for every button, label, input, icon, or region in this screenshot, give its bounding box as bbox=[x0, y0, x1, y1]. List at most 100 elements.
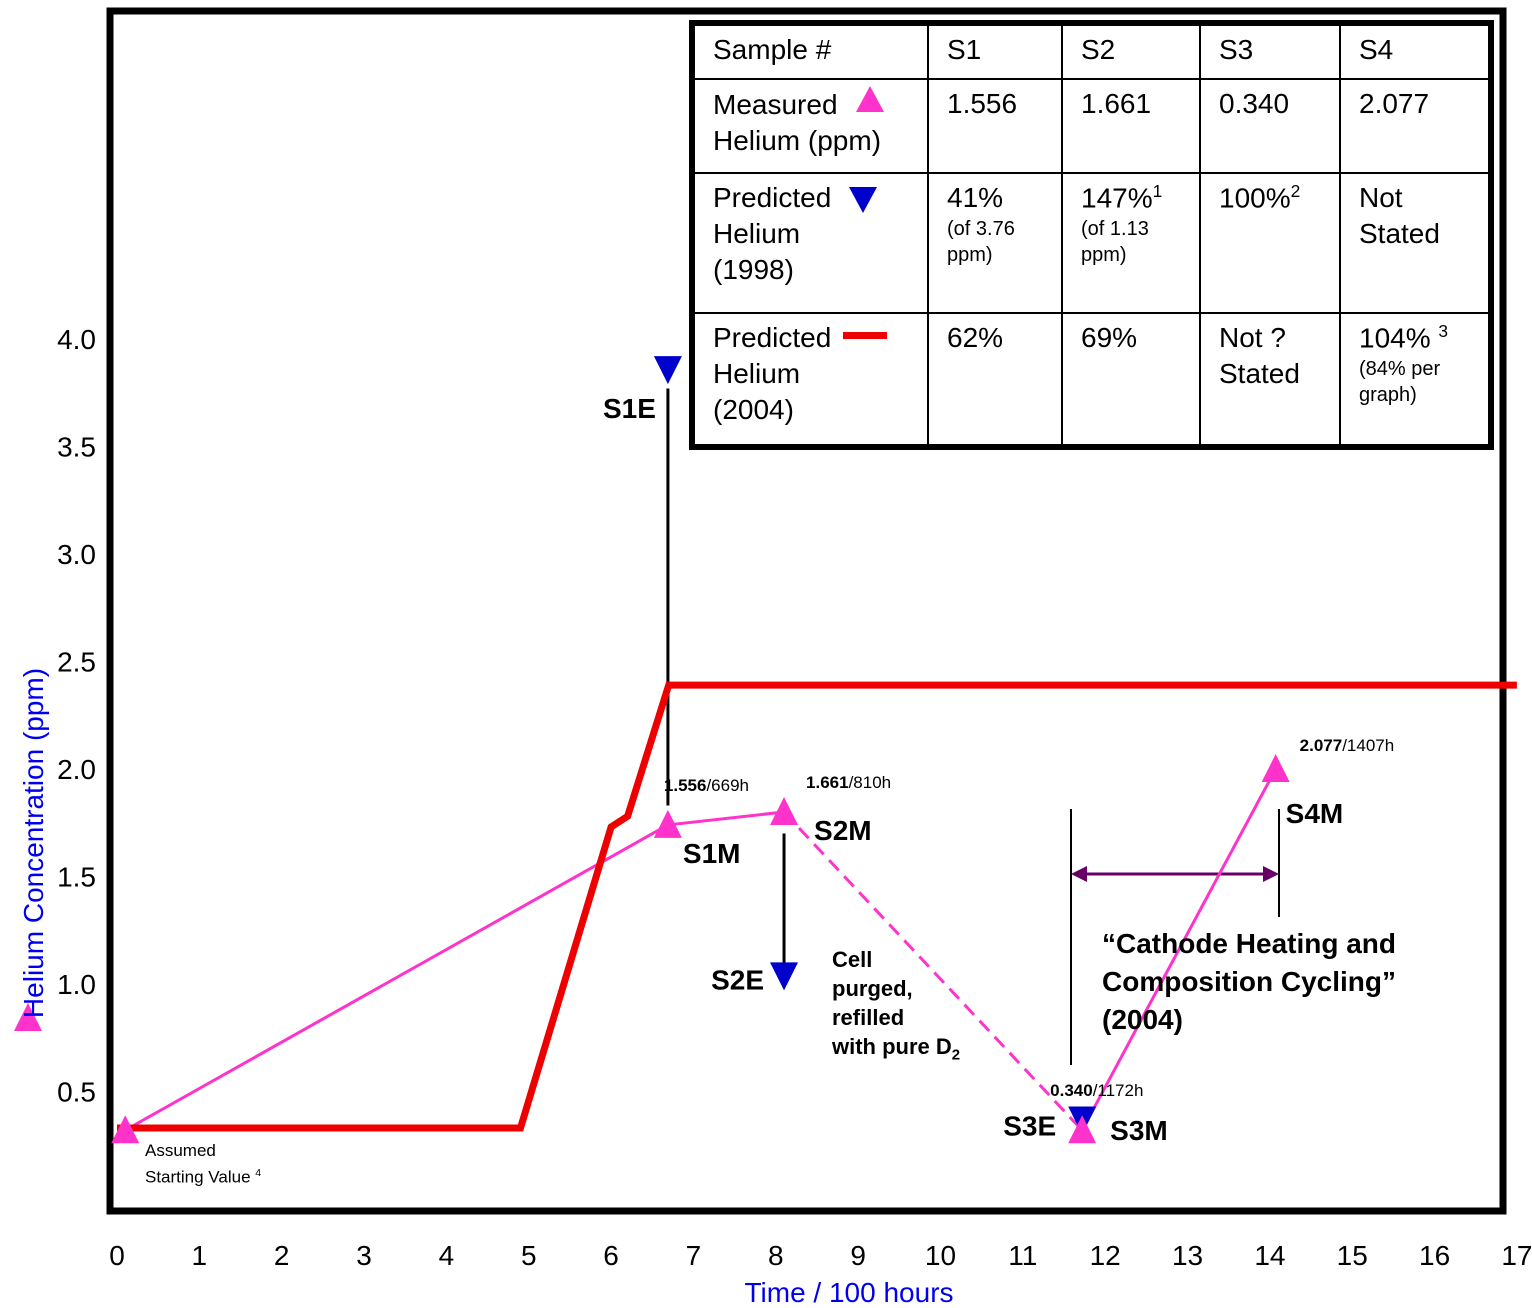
table-row-predicted-1998: Predicted Helium (1998) 41% (of 3.76 ppm… bbox=[691, 172, 1492, 314]
measured-row-label: Measured Helium (ppm) bbox=[691, 78, 929, 174]
cycling-line-1: “Cathode Heating and bbox=[1102, 928, 1397, 959]
bracket-arrow-right-head bbox=[1263, 866, 1279, 882]
point-value: 1.661 bbox=[806, 773, 849, 792]
point-name-label: S4M bbox=[1286, 798, 1344, 829]
x-tick-label: 15 bbox=[1337, 1240, 1368, 1271]
pred2004-label-line-3: (2004) bbox=[713, 393, 794, 425]
point-name-label: S3M bbox=[1110, 1115, 1168, 1146]
pred1998-s1-note-2: ppm) bbox=[947, 243, 993, 266]
measured-marker bbox=[653, 809, 682, 838]
bracket-arrow-left-head bbox=[1071, 866, 1087, 882]
cycling-line-2: Composition Cycling” bbox=[1102, 966, 1396, 997]
pred1998-label-line-1: Predicted bbox=[713, 182, 832, 213]
measured-marker bbox=[770, 797, 799, 825]
pred2004-label-line-2: Helium bbox=[713, 357, 801, 389]
plot-frame bbox=[106, 7, 1507, 1215]
point-time: /669h bbox=[706, 776, 749, 795]
y-tick-label: 2.0 bbox=[57, 754, 96, 785]
y-tick-label: 1.0 bbox=[57, 969, 96, 1000]
table-cell: 69% bbox=[1061, 312, 1201, 448]
x-tick-label: 9 bbox=[850, 1240, 866, 1271]
measured-series-line-late bbox=[1080, 768, 1278, 1131]
predicted-1998-marker bbox=[653, 356, 682, 385]
pred1998-s4-line-1: Not bbox=[1359, 182, 1403, 213]
x-tick-label: 4 bbox=[439, 1240, 455, 1271]
pred1998-marker-icon bbox=[849, 187, 878, 213]
measured-marker bbox=[111, 1115, 140, 1144]
table-cell: 0.340 bbox=[1199, 78, 1341, 174]
x-tick-label: 17 bbox=[1501, 1240, 1532, 1271]
pred2004-s3-line-1: Not ? bbox=[1219, 322, 1286, 353]
pred1998-s1-note-1: (of 3.76 bbox=[947, 217, 1015, 240]
x-tick-label: 3 bbox=[356, 1240, 372, 1271]
x-tick-label: 13 bbox=[1172, 1240, 1203, 1271]
x-tick-label: 8 bbox=[768, 1240, 784, 1271]
table-header-cell: Sample # bbox=[691, 22, 929, 80]
y-tick-label: 3.5 bbox=[57, 432, 96, 463]
x-tick-label: 10 bbox=[925, 1240, 956, 1271]
purge-line-2: purged, bbox=[832, 976, 913, 1001]
purge-line-3: refilled bbox=[832, 1005, 905, 1030]
point-name-label: S2M bbox=[814, 815, 872, 846]
purge-subscript: 2 bbox=[951, 1046, 961, 1064]
pred2004-line-icon bbox=[843, 332, 888, 339]
point-value-label: 2.077/1407h bbox=[1300, 736, 1395, 755]
pred2004-s4-note-2: graph) bbox=[1359, 384, 1417, 407]
measured-label-line-2: Helium (ppm) bbox=[713, 124, 882, 156]
table-cell: 2.077 bbox=[1339, 78, 1492, 174]
x-tick-label: 12 bbox=[1090, 1240, 1121, 1271]
pred1998-s1-value: 41% bbox=[947, 182, 1004, 213]
y-axis-title-marker bbox=[14, 1003, 42, 1031]
table-row-header: Sample # S1 S2 S3 S4 bbox=[691, 22, 1492, 80]
point-value: 1.556 bbox=[664, 776, 707, 795]
purge-line-4: with pure D2 bbox=[832, 1032, 960, 1069]
point-name-label: S1M bbox=[683, 838, 741, 869]
y-tick-label: 4.0 bbox=[57, 324, 96, 355]
measured-marker-icon bbox=[855, 86, 884, 112]
point-time: /1407h bbox=[1342, 736, 1394, 755]
table-header-cell: S3 bbox=[1199, 22, 1341, 80]
purge-line-1: Cell bbox=[832, 947, 873, 972]
y-tick-label: 0.5 bbox=[57, 1077, 96, 1108]
x-tick-label: 6 bbox=[603, 1240, 619, 1271]
point-value: 2.077 bbox=[1300, 736, 1343, 755]
pred2004-s3-line-2: Stated bbox=[1219, 357, 1300, 389]
point-time: /1172h bbox=[1093, 1081, 1144, 1100]
table-cell: 104% 3 (84% per graph) bbox=[1339, 312, 1492, 448]
table-cell: 62% bbox=[927, 312, 1063, 448]
start-footnote: 4 bbox=[255, 1167, 262, 1179]
pred1998-s2-value: 147% bbox=[1081, 182, 1153, 214]
table-cell: Not ? Stated bbox=[1199, 312, 1341, 448]
point-name-label: S1E bbox=[603, 393, 656, 424]
point-value: 0.340 bbox=[1050, 1081, 1093, 1100]
table-cell: 1.556 bbox=[927, 78, 1063, 174]
pred2004-label-line-1: Predicted bbox=[713, 322, 832, 353]
pred1998-s2-note-2: ppm) bbox=[1081, 244, 1127, 267]
y-axis-ticks: 0.5 1.0 1.5 2.0 2.5 3.0 3.5 4.0 bbox=[57, 324, 96, 1108]
cycling-interval-bracket bbox=[1070, 809, 1280, 1065]
pred1998-s3-value: 100% bbox=[1219, 182, 1291, 214]
x-tick-label: 1 bbox=[192, 1240, 208, 1271]
table-header-cell: S1 bbox=[927, 22, 1063, 80]
pred2004-s4-value: 104% bbox=[1359, 322, 1431, 354]
x-tick-label: 0 bbox=[109, 1240, 125, 1271]
measured-marker bbox=[1068, 1115, 1097, 1144]
table-cell: 147%1 (of 1.13 ppm) bbox=[1061, 172, 1201, 314]
predicted-1998-marker bbox=[770, 962, 799, 991]
pred1998-s2-note-1: (of 1.13 bbox=[1081, 218, 1149, 241]
purge-line-4-text: with pure D bbox=[832, 1034, 952, 1059]
predicted-2004-series-line bbox=[117, 681, 1517, 1132]
summary-table: Sample # S1 S2 S3 S4 Measured Helium (pp… bbox=[689, 20, 1494, 450]
pred1998-s2-footnote: 1 bbox=[1152, 181, 1163, 201]
measured-label-line-1: Measured bbox=[713, 89, 838, 120]
table-header-cell: S2 bbox=[1061, 22, 1201, 80]
marker-layer bbox=[111, 356, 1290, 1144]
point-name-label: S2E bbox=[711, 964, 764, 995]
pred1998-label-line-3: (1998) bbox=[713, 253, 794, 285]
point-name-label: S3E bbox=[1003, 1110, 1056, 1141]
cycling-annotation: “Cathode Heating and Composition Cycling… bbox=[1102, 925, 1396, 1039]
y-axis-title-group: Helium Concentration (ppm) bbox=[14, 668, 49, 1031]
x-tick-label: 7 bbox=[686, 1240, 702, 1271]
y-tick-label: 1.5 bbox=[57, 862, 96, 893]
start-line-1: Assumed bbox=[145, 1141, 216, 1160]
